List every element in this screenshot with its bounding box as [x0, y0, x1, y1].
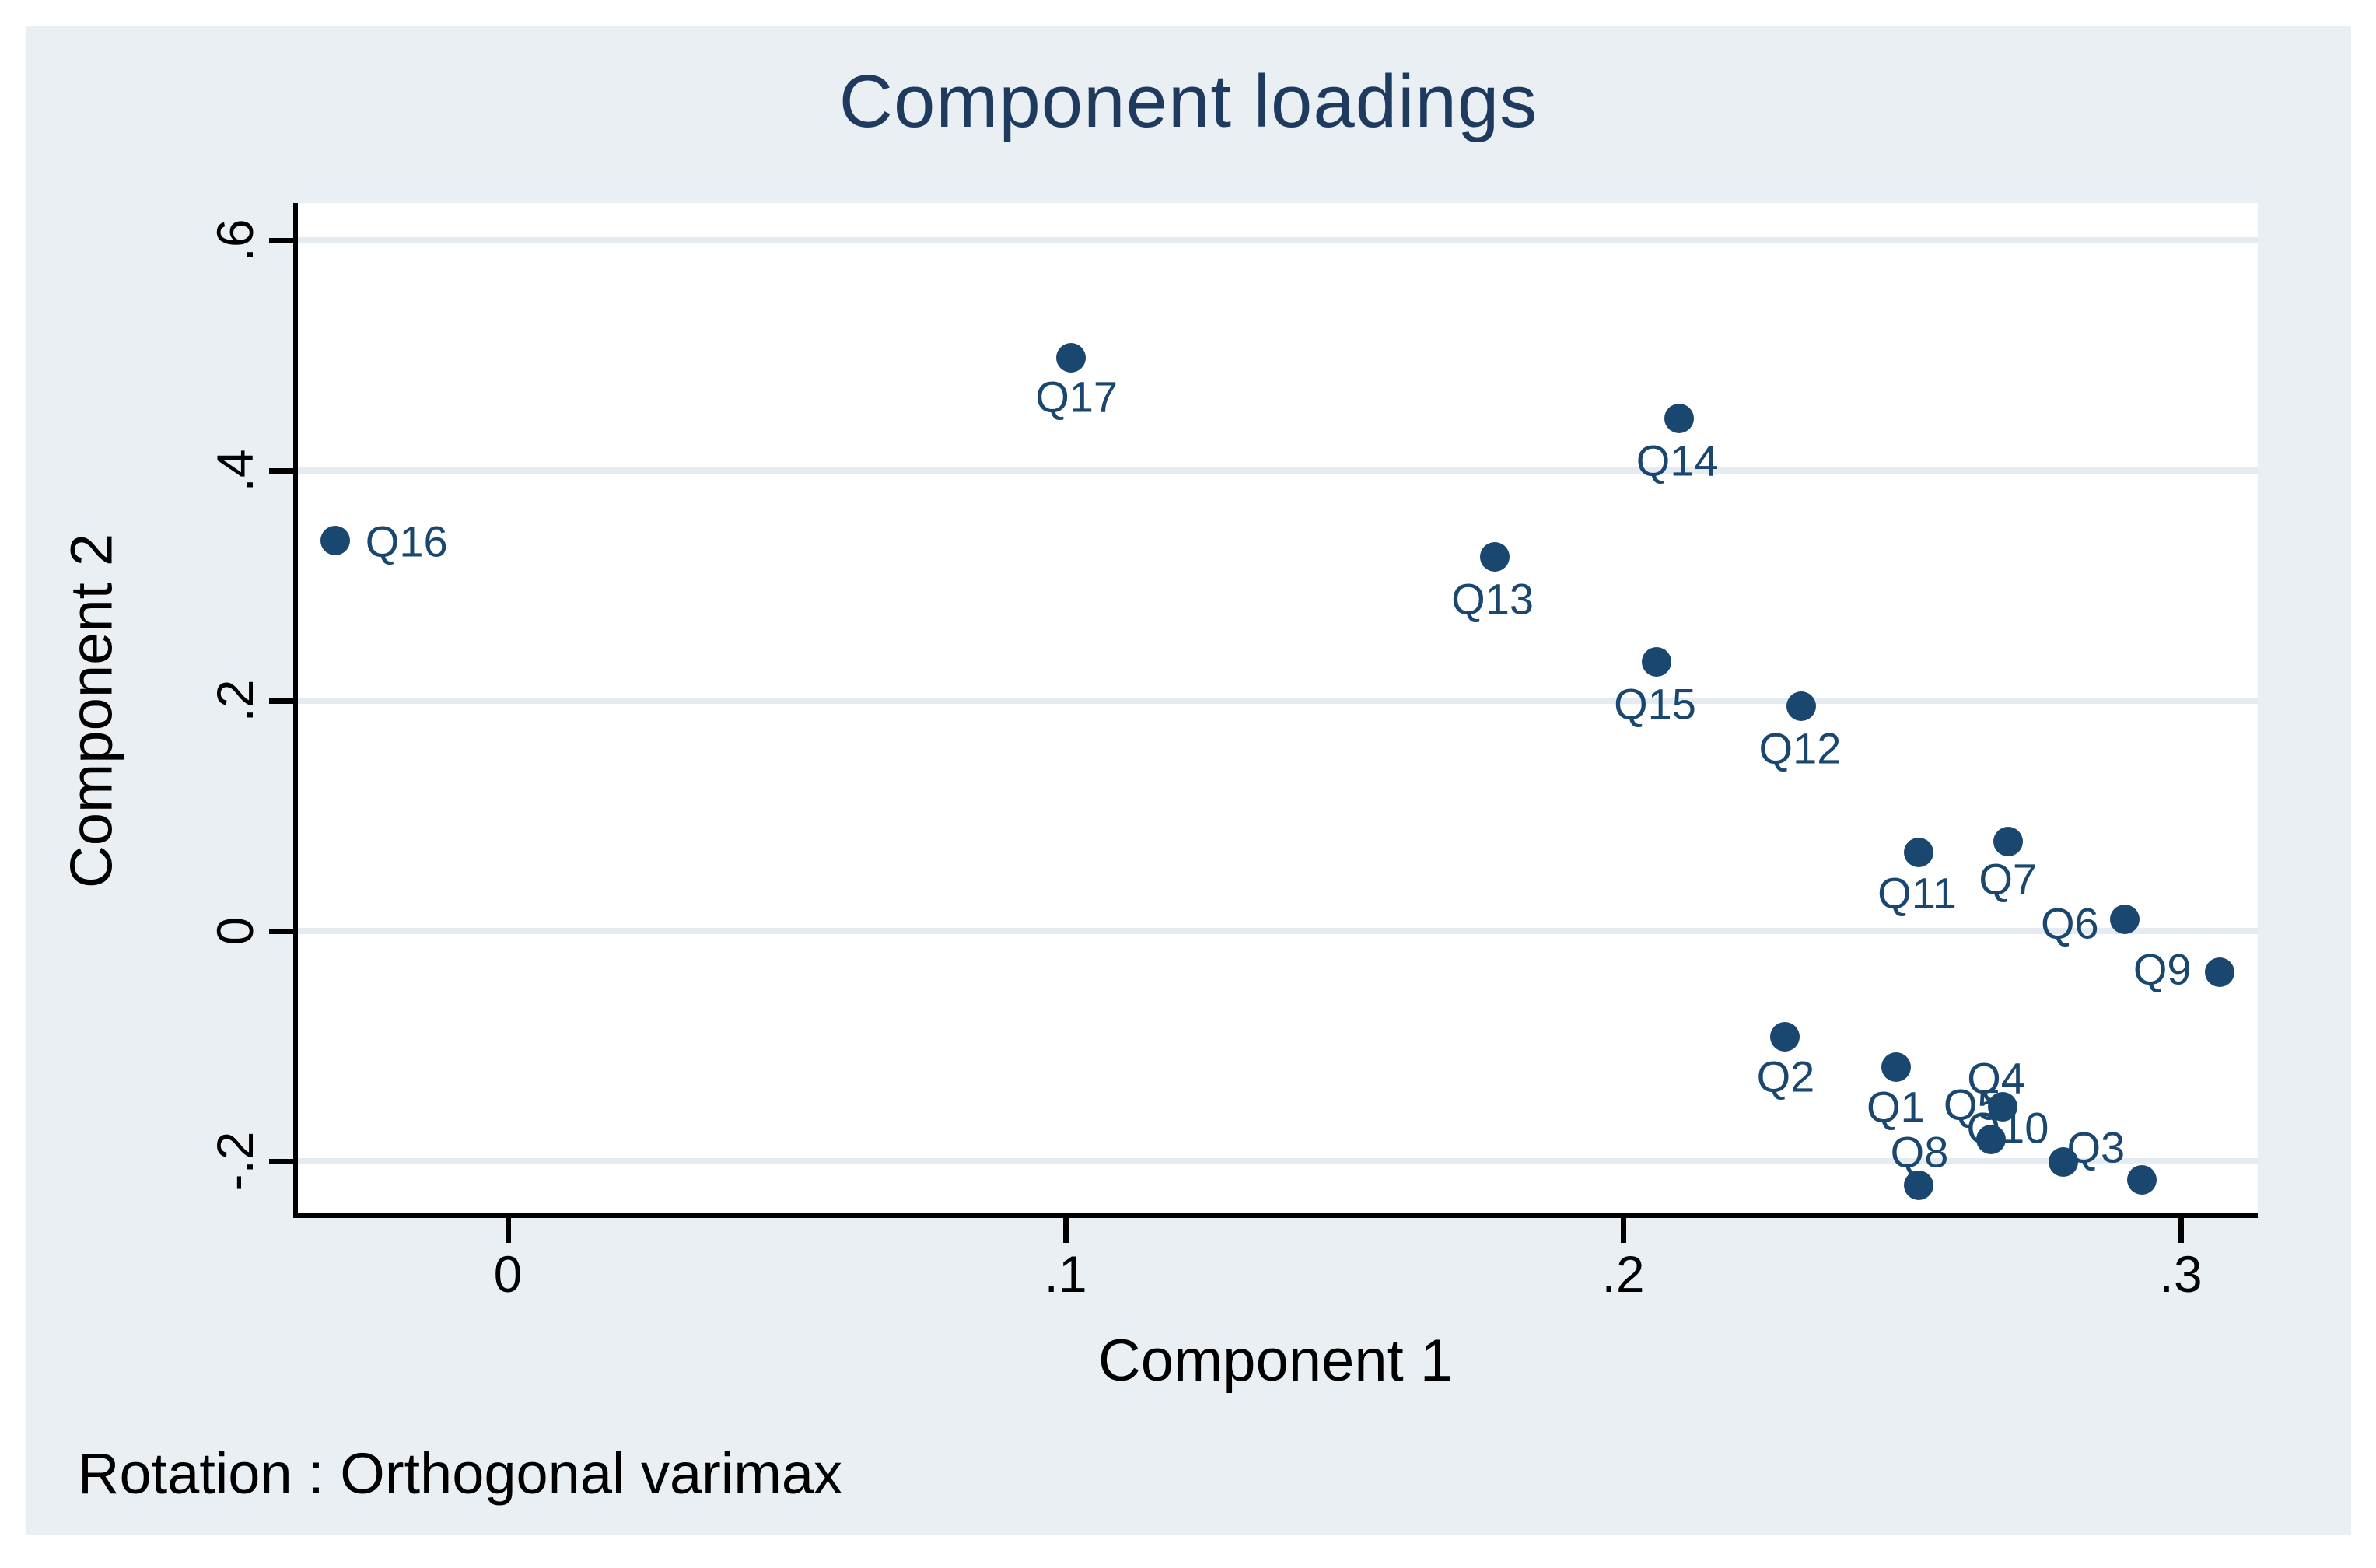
- point-label: Q9: [2133, 944, 2192, 994]
- y-gridline: [298, 928, 2258, 934]
- y-tick: [269, 238, 293, 243]
- y-tick: [269, 929, 293, 934]
- data-point: [1904, 1171, 1933, 1201]
- data-point: [1881, 1052, 1912, 1082]
- data-point: [1480, 542, 1510, 572]
- y-axis-title: Component 2: [58, 533, 125, 889]
- point-label: Q1: [1866, 1082, 1925, 1132]
- data-point: [1769, 1022, 1800, 1052]
- y-tick-label: .4: [206, 449, 264, 492]
- data-point: [1976, 1124, 2007, 1154]
- chart-title: Component loadings: [838, 60, 1538, 143]
- x-tick-label: .2: [1601, 1245, 1645, 1303]
- point-label: Q15: [1614, 679, 1696, 729]
- data-point: [1993, 826, 2023, 856]
- y-tick-label: .6: [206, 219, 264, 262]
- y-tick: [269, 468, 293, 474]
- point-label: Q8: [1890, 1127, 1949, 1177]
- data-point: [2049, 1147, 2079, 1178]
- rotation-note: Rotation : Orthogonal varimax: [78, 1441, 843, 1506]
- y-gridline: [298, 1158, 2258, 1164]
- x-tick-label: 0: [493, 1245, 523, 1303]
- point-label: Q2: [1756, 1052, 1815, 1101]
- point-label: Q7: [1979, 854, 2038, 904]
- data-point: [1987, 1092, 2017, 1122]
- y-tick-label: -.2: [206, 1131, 264, 1192]
- y-gridline: [298, 467, 2258, 474]
- data-point: [2205, 957, 2235, 988]
- point-label: Q13: [1451, 574, 1534, 624]
- x-tick: [506, 1218, 511, 1243]
- y-gridline: [298, 237, 2258, 243]
- data-point: [1056, 342, 1087, 373]
- data-point: [2126, 1164, 2157, 1195]
- x-axis-title: Component 1: [1097, 1328, 1454, 1394]
- x-tick-label: .3: [2159, 1245, 2203, 1303]
- x-tick: [2178, 1218, 2184, 1243]
- point-label: Q6: [2040, 898, 2099, 948]
- data-point: [320, 526, 350, 556]
- x-tick: [1621, 1218, 1626, 1243]
- point-label: Q16: [365, 516, 448, 566]
- y-tick: [269, 1159, 293, 1164]
- data-point: [1664, 404, 1694, 434]
- x-tick-label: .1: [1044, 1245, 1087, 1303]
- point-label: Q12: [1758, 723, 1842, 773]
- y-tick: [269, 698, 293, 704]
- data-point: [1786, 691, 1817, 722]
- data-point: [1642, 646, 1672, 677]
- y-tick-label: 0: [206, 916, 264, 946]
- y-gridline: [298, 698, 2258, 704]
- data-point: [1904, 838, 1933, 868]
- plot-area: [293, 203, 2258, 1218]
- data-point: [2110, 905, 2140, 935]
- point-label: Q11: [1877, 868, 1957, 918]
- point-label: Q14: [1636, 436, 1719, 485]
- x-tick: [1063, 1218, 1069, 1243]
- point-label: Q17: [1035, 372, 1118, 422]
- y-tick-label: .2: [206, 679, 264, 723]
